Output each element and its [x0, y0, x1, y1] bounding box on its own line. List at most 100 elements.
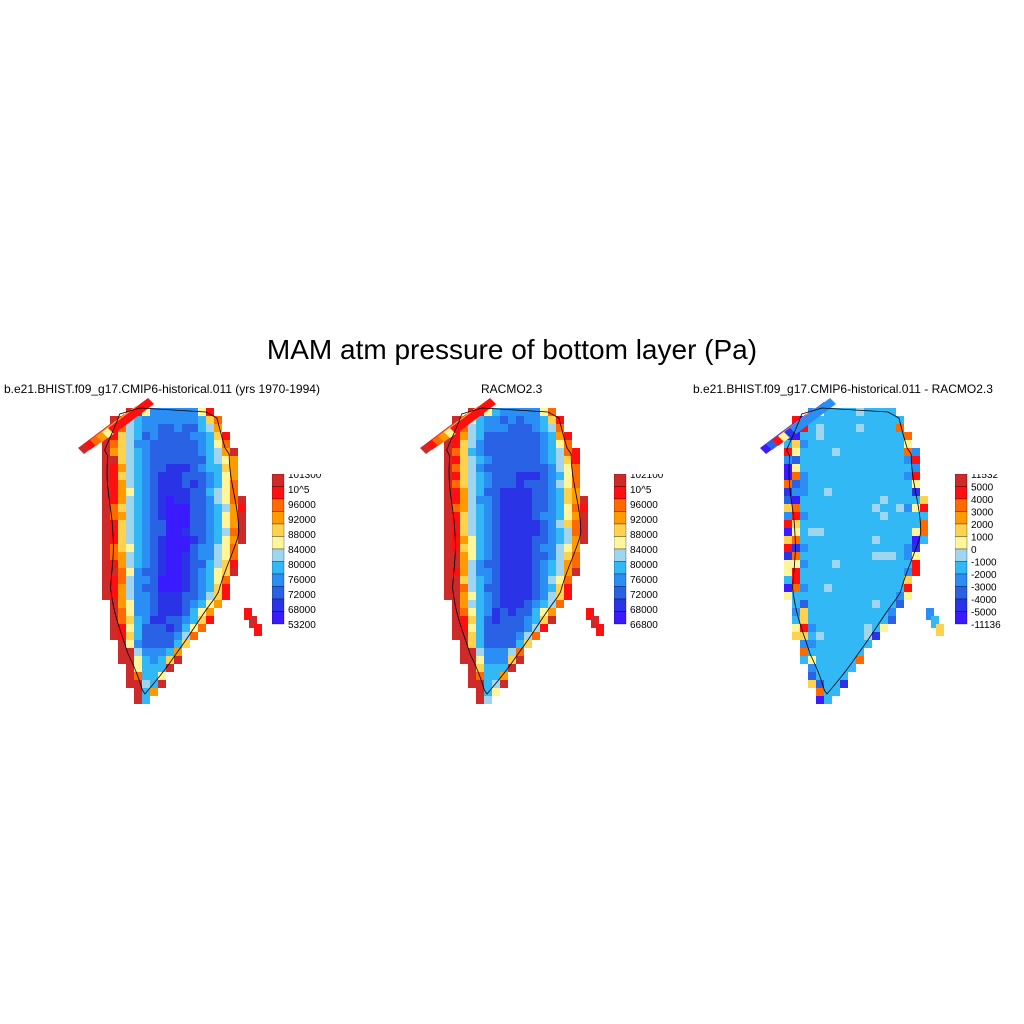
map-grid-cell — [182, 408, 190, 416]
map-grid-cell — [222, 528, 230, 536]
map-grid-cell — [532, 416, 540, 424]
map-grid-cell — [532, 616, 540, 624]
map-grid-cell — [888, 584, 896, 592]
map-grid-cell — [912, 504, 920, 512]
map-grid-cell — [118, 520, 126, 528]
map-grid-cell — [832, 440, 840, 448]
map-grid-cell — [808, 632, 816, 640]
map-grid-cell — [500, 536, 508, 544]
map-grid-cell — [840, 488, 848, 496]
map-grid-cell — [840, 576, 848, 584]
map-grid-cell — [904, 592, 912, 600]
map-grid-cell — [848, 408, 856, 416]
map-grid-cell — [190, 440, 198, 448]
map-grid-cell — [150, 592, 158, 600]
map-grid-cell — [792, 456, 800, 464]
map-grid-cell — [484, 672, 492, 680]
map-grid-cell — [142, 408, 150, 416]
map-grid-cell — [572, 504, 580, 512]
map-grid-cell — [452, 552, 460, 560]
map-grid-cell — [206, 528, 214, 536]
map-grid-cell — [816, 648, 824, 656]
map-grid-cell — [792, 416, 800, 424]
map-grid-cell — [896, 456, 904, 464]
map-grid-cell — [516, 584, 524, 592]
map-grid-cell — [484, 432, 492, 440]
map-grid-cell — [452, 432, 460, 440]
map-grid-cell — [548, 448, 556, 456]
map-grid-cell — [134, 624, 142, 632]
map-grid-cell — [792, 440, 800, 448]
map-grid-cell — [784, 496, 792, 504]
map-grid-cell — [190, 504, 198, 512]
map-grid-cell — [516, 448, 524, 456]
map-grid-cell — [222, 504, 230, 512]
map-grid-cell — [800, 440, 808, 448]
map-grid-cell — [150, 440, 158, 448]
colorbar-swatch — [272, 536, 285, 550]
map-grid-cell — [198, 600, 206, 608]
map-grid-cell — [142, 568, 150, 576]
map-grid-cell — [230, 536, 238, 544]
map-grid-cell — [174, 528, 182, 536]
map-grid-cell — [816, 584, 824, 592]
map-grid-cell — [540, 520, 548, 528]
map-grid-cell — [468, 624, 476, 632]
map-grid-cell — [904, 464, 912, 472]
map-grid-cell — [214, 424, 222, 432]
map-grid-cell — [524, 416, 532, 424]
map-grid-cell — [540, 472, 548, 480]
map-grid-cell — [206, 576, 214, 584]
map-grid-cell — [532, 600, 540, 608]
map-grid-cell — [102, 552, 110, 560]
map-grid-cell — [142, 416, 150, 424]
map-grid-cell — [508, 416, 516, 424]
map-grid-cell — [166, 480, 174, 488]
map-grid-cell — [150, 656, 158, 664]
map-grid-cell — [142, 584, 150, 592]
map-grid-cell — [142, 680, 150, 688]
map-grid-cell — [880, 592, 888, 600]
map-grid-cell — [856, 584, 864, 592]
map-grid-cell — [174, 512, 182, 520]
map-grid-cell — [840, 608, 848, 616]
map-grid-cell — [206, 496, 214, 504]
map-grid-cell — [158, 496, 166, 504]
map-grid-cell — [832, 528, 840, 536]
map-grid-cell — [134, 600, 142, 608]
map-grid-cell — [222, 520, 230, 528]
map-grid-cell — [532, 432, 540, 440]
map-grid-cell — [118, 496, 126, 504]
colorbar-label: 72000 — [630, 590, 658, 601]
map-grid-cell — [214, 472, 222, 480]
map-grid-cell — [556, 440, 564, 448]
map-grid-cell — [484, 552, 492, 560]
map-grid-cell — [468, 600, 476, 608]
map-grid-cell — [484, 464, 492, 472]
map-grid-cell — [516, 496, 524, 504]
map-grid-cell — [468, 448, 476, 456]
map-grid-cell — [142, 592, 150, 600]
map-grid-cell — [110, 496, 118, 504]
map-grid-cell — [856, 624, 864, 632]
map-grid-cell — [856, 552, 864, 560]
map-grid-cell — [896, 448, 904, 456]
map-grid-cell — [548, 504, 556, 512]
map-grid-cell — [808, 456, 816, 464]
map-grid-cell — [532, 448, 540, 456]
map-grid-cell — [564, 560, 572, 568]
map-grid-cell — [808, 656, 816, 664]
map-grid-cell — [222, 536, 230, 544]
map-grid-cell — [484, 440, 492, 448]
map-grid-cell — [516, 432, 524, 440]
map-grid-cell — [142, 696, 150, 704]
colorbar-label: 53200 — [288, 620, 316, 631]
map-grid-cell — [540, 480, 548, 488]
panel-2-colorbar: 10210010^5960009200088000840008000076000… — [614, 474, 664, 631]
map-grid-cell — [206, 584, 214, 592]
map-grid-cell — [126, 440, 134, 448]
map-grid-cell — [848, 456, 856, 464]
map-grid-cell — [848, 664, 856, 672]
map-grid-cell — [832, 488, 840, 496]
map-grid-cell — [182, 480, 190, 488]
